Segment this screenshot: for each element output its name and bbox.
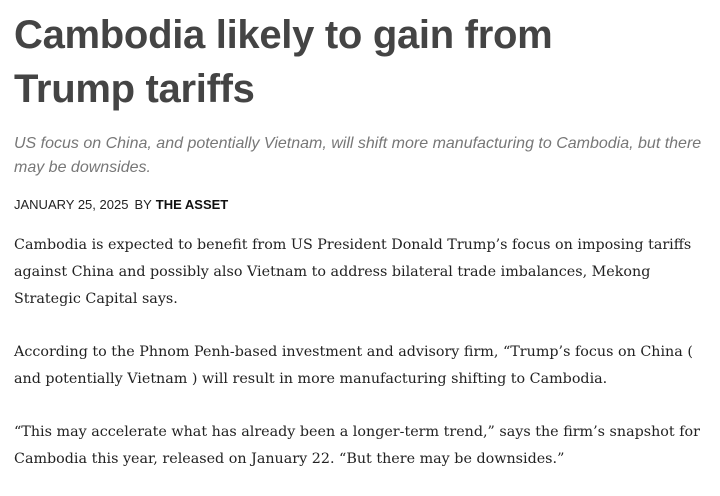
article-subtitle: US focus on China, and potentially Vietn… <box>14 135 702 176</box>
article-title: Cambodia likely to gain from Trump tarif… <box>14 13 553 111</box>
author[interactable]: THE ASSET <box>155 197 229 212</box>
paragraph: According to the Phnom Penh-based invest… <box>14 344 693 387</box>
byline-prefix: BY <box>134 197 152 212</box>
article-meta: JANUARY 25, 2025 BY THE ASSET <box>14 197 706 212</box>
publish-date: JANUARY 25, 2025 <box>14 197 129 212</box>
paragraph: “This may accelerate what has already be… <box>14 424 700 467</box>
article-body: Cambodia is expected to benefit from US … <box>14 232 706 473</box>
paragraph: Cambodia is expected to benefit from US … <box>14 237 692 307</box>
